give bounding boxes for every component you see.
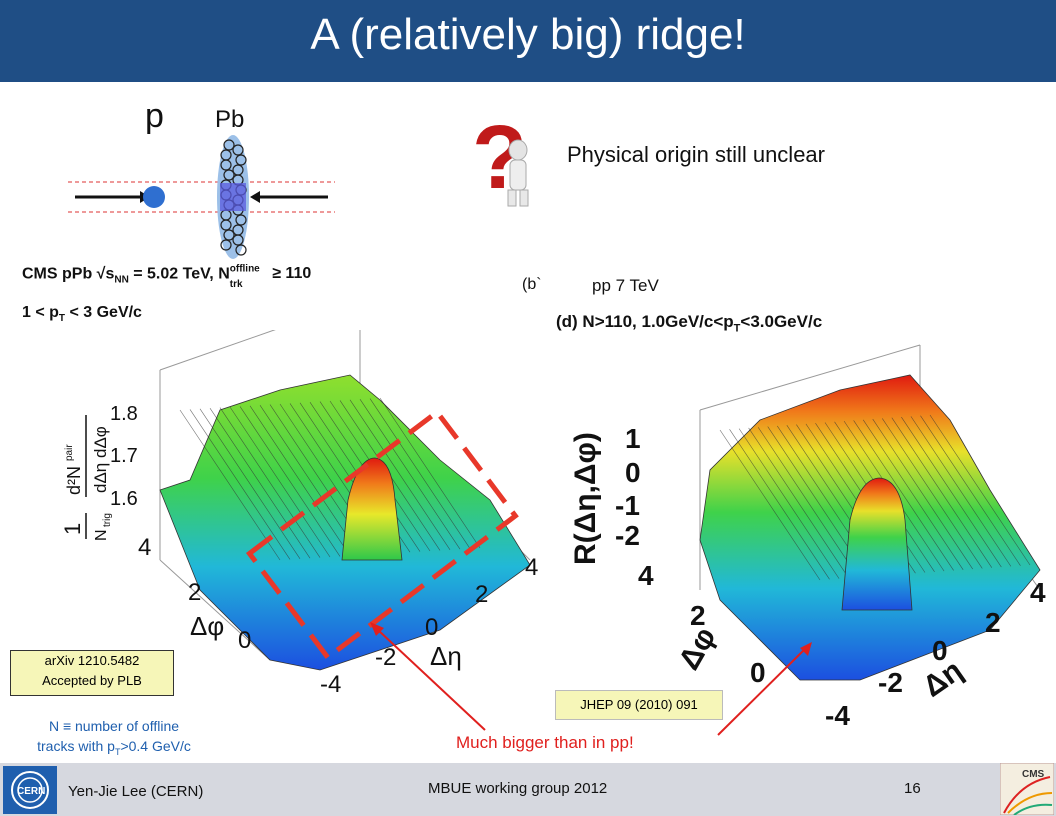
title-bar: A (relatively big) ridge!	[0, 0, 1056, 82]
nucleon-circle	[235, 244, 247, 256]
reference-line: JHEP 09 (2010) 091	[580, 697, 698, 712]
svg-text:1: 1	[60, 523, 85, 535]
nucleon-circle	[235, 214, 247, 226]
nucleon-circle	[220, 239, 232, 251]
right-surface-plot: 1 0 -1 -2 R(Δη,Δφ) 4 2 0 Δφ -4 -2 0 2 4 …	[569, 344, 1046, 730]
nucleon-circle	[223, 169, 235, 181]
left-plot-pt-range: 1 < pT < 3 GeV/c	[22, 304, 142, 325]
eta-tick: -4	[825, 700, 850, 730]
right-plot-subtitle: pp 7 TeV	[592, 276, 659, 295]
ntrk-note: N ≡ number of offline tracks with pT>0.4…	[37, 718, 191, 757]
svg-text:CMS: CMS	[1022, 769, 1045, 780]
reference-line: Accepted by PLB	[42, 673, 142, 688]
phi-tick: 0	[750, 657, 766, 688]
annotation-text: Much bigger than in pp!	[456, 733, 634, 752]
left-surface-plot: 1.8 1.7 1.6 1 N trig d²N pair dΔη dΔφ 4 …	[60, 330, 538, 698]
z-axis-label: R(Δη,Δφ)	[569, 432, 602, 565]
question-text: Physical origin still unclear	[567, 142, 825, 167]
phi-tick: 2	[188, 579, 201, 606]
left-peak	[341, 457, 403, 561]
eta-tick: 2	[985, 607, 1001, 638]
phi-axis-label: Δφ	[190, 611, 224, 641]
eta-axis-label: Δη	[430, 641, 462, 671]
phi-tick: 4	[138, 534, 151, 561]
footer-meeting: MBUE working group 2012	[428, 780, 608, 797]
cern-logo: CERN	[3, 766, 57, 814]
z-tick: 1	[625, 423, 641, 454]
page-number: 16	[904, 780, 921, 797]
eta-tick: -2	[375, 644, 396, 671]
right-reference-box: JHEP 09 (2010) 091	[555, 690, 723, 720]
svg-text:CERN: CERN	[17, 786, 45, 797]
cms-logo: CMS	[1000, 763, 1054, 815]
right-plot-tag: (b`	[522, 276, 542, 293]
phi-tick: 4	[638, 560, 654, 591]
nucleon-circle	[220, 219, 232, 231]
svg-text:pair: pair	[64, 444, 75, 461]
question-figure: ?	[472, 108, 529, 208]
z-tick: 1.8	[110, 403, 138, 425]
nucleon-circle	[232, 234, 244, 246]
nucleon-circle	[223, 139, 235, 151]
svg-text:d²N: d²N	[64, 466, 84, 495]
proton-label: p	[145, 97, 164, 135]
eta-tick: 0	[425, 614, 438, 641]
phi-tick: 2	[690, 600, 706, 631]
lead-label: Pb	[215, 106, 244, 133]
ridge-highlight-box	[245, 408, 519, 661]
eta-tick: 4	[1030, 577, 1046, 608]
z-tick: -2	[615, 520, 640, 551]
nucleon-circle	[235, 154, 247, 166]
eta-tick: -2	[878, 667, 903, 698]
eta-tick: -4	[320, 671, 341, 698]
z-tick: -1	[615, 490, 640, 521]
nucleon-circle	[220, 159, 232, 171]
proton-ball	[143, 186, 165, 208]
left-reference-box: arXiv 1210.5482 Accepted by PLB	[10, 650, 174, 696]
z-tick: 1.6	[110, 488, 138, 510]
z-tick: 1.7	[110, 445, 138, 467]
collision-diagram: p Pb	[68, 97, 335, 259]
left-plot-header: CMS pPb √sNN = 5.02 TeV, Noffline trk ≥ 1…	[22, 264, 312, 291]
nucleon-circle	[223, 229, 235, 241]
footer-author: Yen-Jie Lee (CERN)	[68, 783, 204, 800]
z-axis-label: 1 N trig d²N pair dΔη dΔφ	[60, 415, 113, 541]
slide-title: A (relatively big) ridge!	[310, 10, 746, 59]
right-peak	[841, 477, 913, 611]
eta-tick: 4	[525, 554, 538, 581]
footer: CERN Yen-Jie Lee (CERN) MBUE working gro…	[0, 763, 1056, 816]
left-surface	[159, 374, 531, 671]
phi-tick: 0	[238, 627, 251, 654]
eta-tick: 0	[932, 635, 948, 666]
nucleon-circle	[232, 144, 244, 156]
eta-tick: 2	[475, 581, 488, 608]
right-plot-header: (d) N>110, 1.0GeV/c<pT<3.0GeV/c	[556, 312, 823, 335]
svg-text:dΔη dΔφ: dΔη dΔφ	[91, 426, 110, 493]
svg-text:trig: trig	[102, 513, 113, 527]
z-tick: 0	[625, 457, 641, 488]
reference-line: arXiv 1210.5482	[44, 653, 140, 668]
svg-text:N: N	[93, 529, 110, 541]
